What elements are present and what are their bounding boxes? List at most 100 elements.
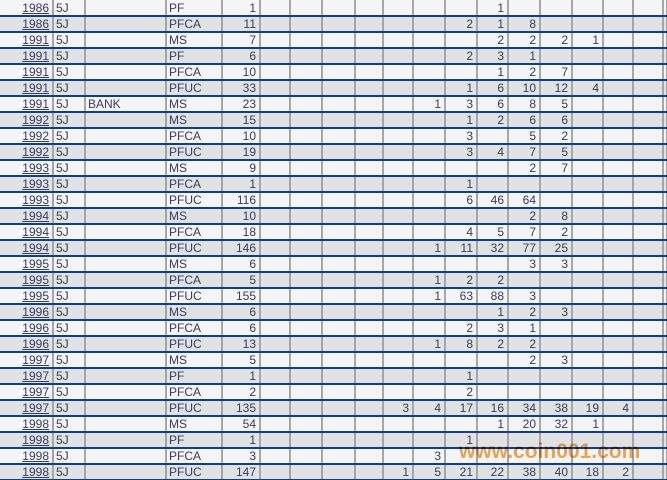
variety-cell: 5J (53, 208, 86, 225)
count-cell (290, 160, 323, 177)
year-link[interactable]: 1995 (0, 272, 54, 289)
table-row: 1997 5J MS 5 2 3 (0, 352, 667, 369)
year-link[interactable]: 1993 (0, 160, 54, 177)
year-link[interactable]: 1992 (0, 144, 54, 161)
year-link[interactable]: 1997 (0, 384, 54, 401)
count-cell (355, 64, 384, 81)
table-row: 1991 5J MS 7 2 2 2 1 (0, 32, 667, 49)
count-cell (383, 0, 414, 17)
count-cell (413, 192, 446, 209)
year-link[interactable]: 1991 (0, 32, 54, 49)
year-link[interactable]: 1996 (0, 304, 54, 321)
count-cell: 3 (445, 96, 478, 113)
edge-cell (663, 176, 667, 193)
variety-cell: 5J (53, 448, 86, 465)
year-link[interactable]: 1986 (0, 16, 54, 33)
count-cell (603, 80, 634, 97)
grade-cell: MS (166, 160, 223, 177)
count-cell (322, 96, 356, 113)
year-link[interactable]: 1991 (0, 96, 54, 113)
year-link[interactable]: 1998 (0, 464, 54, 480)
count-cell (260, 224, 291, 241)
count-cell (477, 352, 509, 369)
year-link[interactable]: 1992 (0, 112, 54, 129)
total-cell: 19 (222, 144, 261, 161)
year-link[interactable]: 1992 (0, 128, 54, 145)
total-cell: 6 (222, 256, 261, 273)
year-link[interactable]: 1994 (0, 240, 54, 257)
total-cell: 54 (222, 416, 261, 433)
variety-cell: 5J (53, 288, 86, 305)
year-link[interactable]: 1991 (0, 48, 54, 65)
count-cell (383, 336, 414, 353)
count-cell (572, 48, 604, 65)
count-cell (322, 112, 356, 129)
year-link[interactable]: 1997 (0, 400, 54, 417)
count-cell (355, 240, 384, 257)
count-cell (383, 16, 414, 33)
year-link[interactable]: 1996 (0, 336, 54, 353)
count-cell: 1 (508, 320, 541, 337)
year-link[interactable]: 1995 (0, 256, 54, 273)
year-link[interactable]: 1993 (0, 192, 54, 209)
count-cell (290, 192, 323, 209)
year-link[interactable]: 1996 (0, 320, 54, 337)
count-cell (477, 368, 509, 385)
count-cell: 1 (413, 272, 446, 289)
year-link[interactable]: 1991 (0, 64, 54, 81)
year-link[interactable]: 1998 (0, 416, 54, 433)
count-cell (322, 288, 356, 305)
table-row: 1992 5J MS 15 1 2 6 6 (0, 112, 667, 129)
year-link[interactable]: 1998 (0, 448, 54, 465)
year-link[interactable]: 1995 (0, 288, 54, 305)
count-cell (603, 368, 634, 385)
count-cell (290, 32, 323, 49)
count-cell (355, 128, 384, 145)
count-cell (508, 432, 541, 449)
count-cell (572, 0, 604, 17)
year-link[interactable]: 1993 (0, 176, 54, 193)
total-cell: 135 (222, 400, 261, 417)
count-cell (413, 368, 446, 385)
count-cell (603, 352, 634, 369)
edge-cell (663, 400, 667, 417)
bank-cell (85, 448, 167, 465)
grade-cell: MS (166, 352, 223, 369)
count-cell (477, 160, 509, 177)
year-link[interactable]: 1997 (0, 368, 54, 385)
count-cell (383, 256, 414, 273)
variety-cell: 5J (53, 256, 86, 273)
year-link[interactable]: 1991 (0, 80, 54, 97)
count-cell: 2 (445, 48, 478, 65)
count-cell (383, 160, 414, 177)
count-cell (445, 256, 478, 273)
count-cell (355, 304, 384, 321)
year-link[interactable]: 1986 (0, 0, 54, 17)
count-cell (355, 224, 384, 241)
edge-cell (663, 352, 667, 369)
count-cell: 3 (445, 144, 478, 161)
count-cell: 1 (477, 0, 509, 17)
year-link[interactable]: 1997 (0, 352, 54, 369)
count-cell (290, 0, 323, 17)
count-cell (633, 176, 664, 193)
count-cell: 1 (572, 416, 604, 433)
variety-cell: 5J (53, 304, 86, 321)
year-link[interactable]: 1998 (0, 432, 54, 449)
count-cell: 2 (508, 160, 541, 177)
total-cell: 11 (222, 16, 261, 33)
year-link[interactable]: 1994 (0, 224, 54, 241)
count-cell (603, 336, 634, 353)
count-cell: 1 (413, 288, 446, 305)
count-cell (603, 256, 634, 273)
year-link[interactable]: 1994 (0, 208, 54, 225)
count-cell (413, 48, 446, 65)
count-cell (322, 32, 356, 49)
edge-cell (663, 304, 667, 321)
count-cell (290, 400, 323, 417)
count-cell: 10 (508, 80, 541, 97)
count-cell (413, 0, 446, 17)
count-cell (260, 256, 291, 273)
count-cell: 3 (445, 128, 478, 145)
